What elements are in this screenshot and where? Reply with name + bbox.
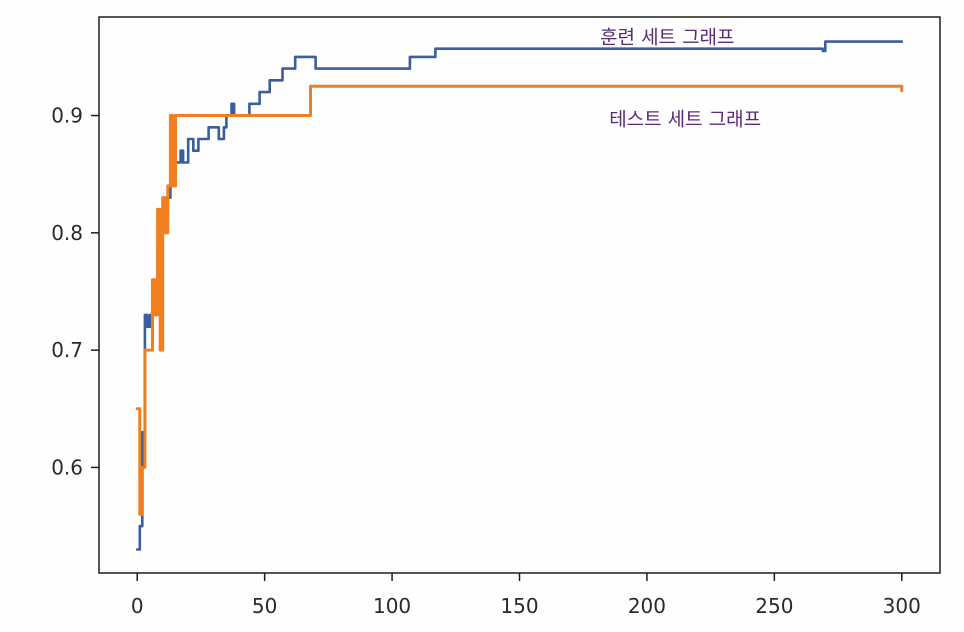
x-tick-label: 200: [628, 594, 666, 618]
x-tick-label: 150: [500, 594, 538, 618]
x-tick-label: 50: [252, 594, 277, 618]
x-tick-label: 300: [883, 594, 921, 618]
annotation-label-1: 훈련 세트 그래프: [600, 26, 734, 48]
y-axis: 0.6 0.7 0.8 0.9: [51, 104, 99, 479]
x-axis: 0 50 100 150 200 250 300: [131, 573, 921, 618]
y-tick-label: 0.9: [51, 104, 83, 128]
series-layer: [135, 40, 904, 551]
series-line-2: [135, 84, 904, 516]
series-line-1: [135, 40, 904, 551]
x-tick-label: 250: [755, 594, 793, 618]
y-tick-label: 0.7: [51, 338, 83, 362]
y-tick-label: 0.8: [51, 221, 83, 245]
y-tick-label: 0.6: [51, 455, 83, 479]
annotation-label-2: 테스트 세트 그래프: [609, 108, 761, 130]
x-tick-label: 100: [373, 594, 411, 618]
plot-frame: [98, 16, 941, 574]
x-tick-label: 0: [131, 594, 144, 618]
